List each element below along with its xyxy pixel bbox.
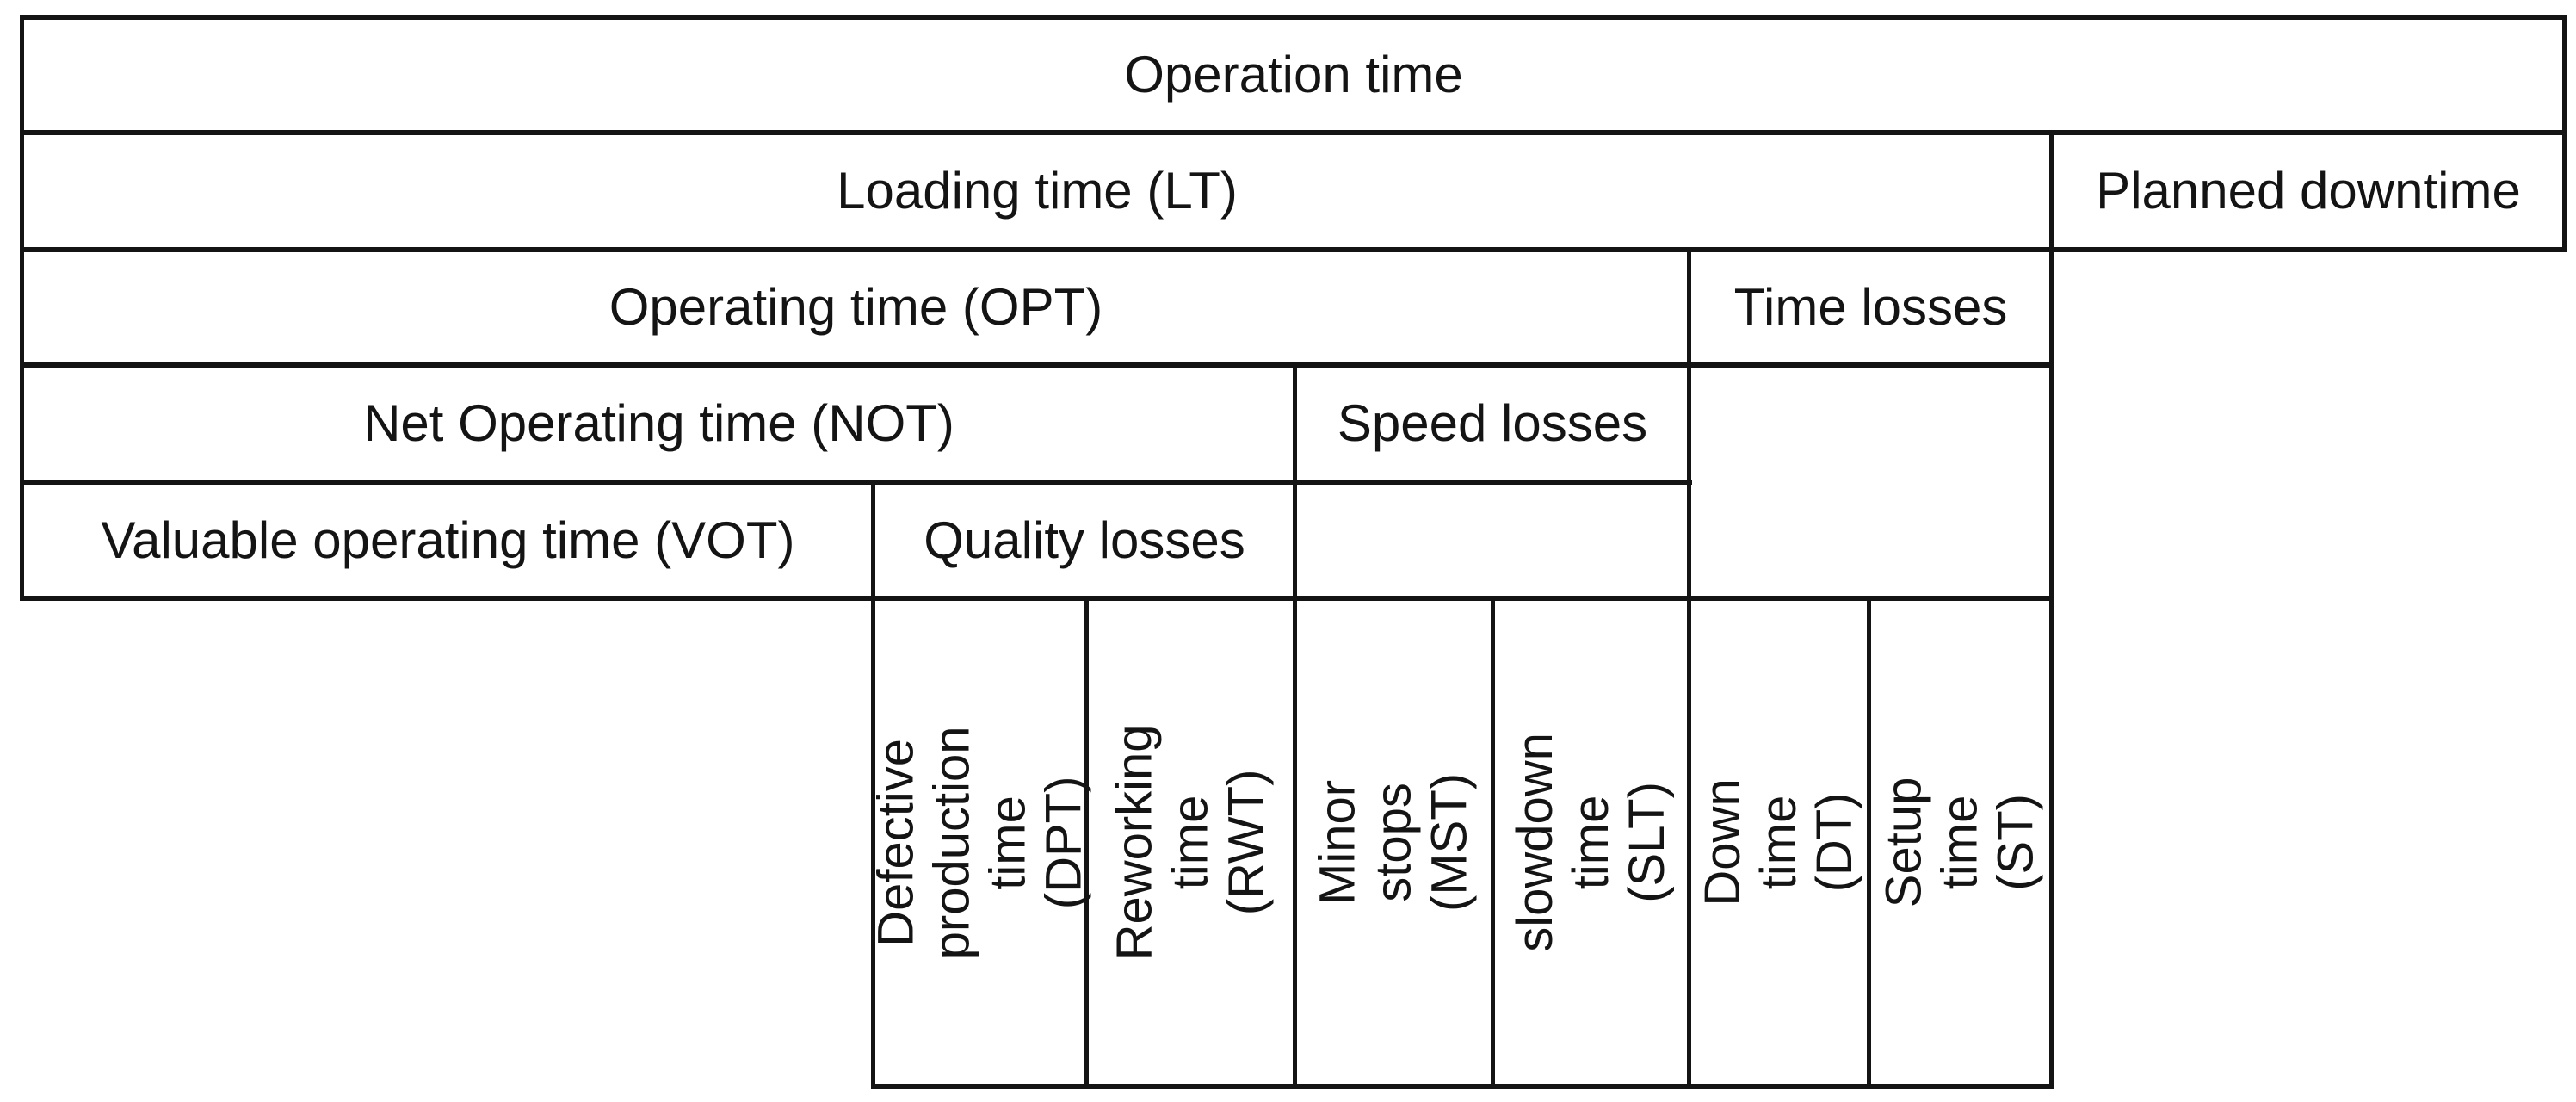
grid-line-bottom — [871, 1084, 2054, 1089]
cell-valuable-operating-time: Valuable operating time (VOT) — [101, 511, 795, 569]
cell-quality-losses: Quality losses — [924, 511, 1245, 569]
grid-line-operating-timelosses — [1687, 247, 1691, 1089]
grid-line-dpt-rwt — [1084, 596, 1089, 1089]
cell-reworking-time: Reworking time (RWT) — [1087, 598, 1295, 1087]
grid-line-net-speedlosses — [1293, 362, 1297, 1089]
grid-line-loading-planned — [2049, 130, 2054, 1089]
cell-speed-losses: Speed losses — [1337, 394, 1648, 452]
cell-net-operating-time: Net Operating time (NOT) — [363, 394, 954, 452]
grid-line-top — [20, 15, 2567, 20]
cell-down-time: Down time (DT) — [1690, 598, 1869, 1087]
grid-line-row5-row6 — [20, 596, 2054, 601]
cell-planned-downtime: Planned downtime — [2096, 162, 2521, 220]
grid-line-valuable-qualitylosses — [871, 480, 875, 1089]
cell-setup-time: Setup time (ST) — [1869, 598, 2052, 1087]
grid-line-row2-row3 — [20, 247, 2567, 252]
grid-line-dt-st — [1867, 596, 1871, 1089]
cell-defective-production-time: Defective production time (DPT) — [868, 598, 1091, 1087]
grid-line-right-edge — [2562, 15, 2567, 252]
cell-slowdown-time: slowdown time (SLT) — [1493, 598, 1690, 1087]
cell-operation-time: Operation time — [1124, 46, 1463, 103]
cell-operating-time: Operating time (OPT) — [608, 278, 1103, 336]
cell-minor-stops: Minor stops (MST) — [1295, 598, 1493, 1087]
cell-speed-losses-extension — [1295, 482, 1690, 598]
cell-time-losses-extension — [1690, 365, 2052, 598]
minor-stops-label: Minor stops (MST) — [1309, 772, 1478, 913]
defective-production-time-label: Defective production time (DPT) — [868, 726, 1091, 959]
slowdown-time-label: slowdown time (SLT) — [1506, 733, 1675, 952]
grid-line-row4-row5 — [20, 480, 1692, 485]
cell-loading-time: Loading time (LT) — [837, 162, 1238, 220]
grid-line-row3-row4 — [20, 362, 2054, 368]
reworking-time-label: Reworking time (RWT) — [1106, 724, 1275, 961]
down-time-label: Down time (DT) — [1695, 778, 1863, 907]
grid-line-left-edge — [20, 15, 24, 601]
cell-time-losses: Time losses — [1733, 278, 2008, 336]
setup-time-label: Setup time (ST) — [1875, 777, 2044, 908]
grid-line-mst-slt — [1491, 596, 1495, 1089]
grid-line-row1-row2 — [20, 130, 2567, 135]
